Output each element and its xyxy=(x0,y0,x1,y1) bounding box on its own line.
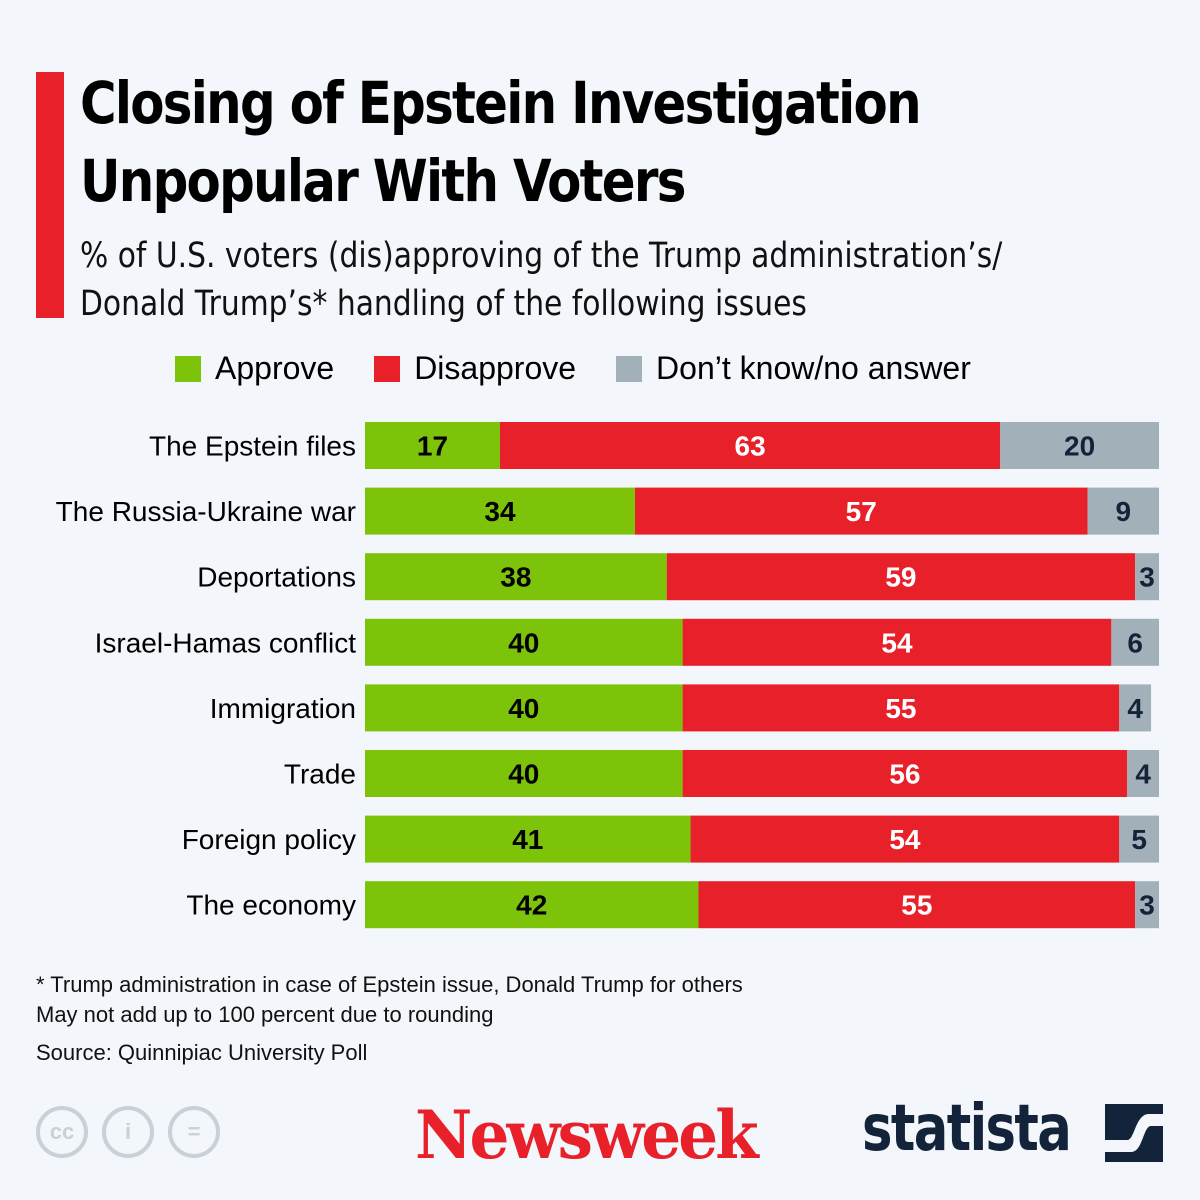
bar-approve xyxy=(365,553,667,601)
bar-dont-know xyxy=(1135,553,1159,601)
attribution-icon: i xyxy=(102,1106,154,1158)
data-label: 41 xyxy=(512,824,543,855)
data-label: 55 xyxy=(885,693,916,724)
data-label: 54 xyxy=(889,824,921,855)
legend: Approve Disapprove Don’t know/no answer xyxy=(175,350,971,387)
bar-disapprove xyxy=(698,881,1136,929)
title-accent-bar xyxy=(36,72,64,318)
bar-approve xyxy=(365,750,683,797)
data-label: 38 xyxy=(500,562,531,593)
legend-disapprove: Disapprove xyxy=(374,350,576,387)
data-label: 40 xyxy=(508,759,539,790)
category-label: Deportations xyxy=(197,562,356,593)
chart-title: Closing of Epstein Investigation Unpopul… xyxy=(80,64,922,220)
footnote-2: May not add up to 100 percent due to rou… xyxy=(36,1002,494,1027)
data-label: 40 xyxy=(508,627,539,658)
bar-dont-know xyxy=(1000,422,1159,469)
bar-approve xyxy=(365,422,500,469)
legend-approve: Approve xyxy=(175,350,334,387)
data-label: 9 xyxy=(1115,496,1131,527)
bar-disapprove xyxy=(499,422,1001,469)
data-label: 4 xyxy=(1135,759,1151,790)
bar-disapprove xyxy=(682,618,1112,666)
category-label: The economy xyxy=(186,890,356,921)
legend-swatch-dont-know xyxy=(616,355,643,382)
legend-label: Approve xyxy=(215,350,335,386)
footnotes: * Trump administration in case of Epstei… xyxy=(36,970,743,1030)
cc-icon: cc xyxy=(36,1106,88,1158)
bar-disapprove xyxy=(634,487,1088,535)
data-label: 40 xyxy=(508,693,539,724)
bar-disapprove xyxy=(682,750,1128,797)
bar-disapprove xyxy=(690,815,1120,863)
bar-approve xyxy=(365,881,699,929)
data-label: 59 xyxy=(885,562,916,593)
legend-swatch-disapprove xyxy=(374,355,401,382)
subtitle-line-2: Donald Trump’s* handling of the followin… xyxy=(80,284,807,324)
data-label: 3 xyxy=(1139,890,1155,921)
bar-approve xyxy=(365,684,683,732)
bar-dont-know xyxy=(1119,815,1159,863)
bar-approve xyxy=(365,487,635,535)
license-icons: cc i = xyxy=(36,1106,220,1158)
data-label: 42 xyxy=(516,890,547,921)
data-label: 3 xyxy=(1139,562,1155,593)
chart-subtitle: % of U.S. voters (dis)approving of the T… xyxy=(80,232,1002,328)
bar-approve xyxy=(365,618,683,666)
data-label: 55 xyxy=(901,890,932,921)
data-label: 20 xyxy=(1064,431,1095,462)
category-label: Immigration xyxy=(210,693,356,724)
statista-logo: statista xyxy=(862,1092,1072,1166)
data-label: 17 xyxy=(417,431,448,462)
data-label: 57 xyxy=(846,496,877,527)
no-derivatives-icon: = xyxy=(168,1106,220,1158)
bar-dont-know xyxy=(1087,487,1159,535)
newsweek-logo: Newsweek xyxy=(415,1096,759,1174)
data-label: 56 xyxy=(889,759,920,790)
source: Source: Quinnipiac University Poll xyxy=(36,1040,368,1065)
category-label: The Russia-Ukraine war xyxy=(56,496,356,527)
category-label: Trade xyxy=(284,759,356,790)
footnote-1: * Trump administration in case of Epstei… xyxy=(36,972,743,997)
bar-disapprove xyxy=(666,553,1136,601)
legend-dont-know: Don’t know/no answer xyxy=(616,350,971,387)
data-label: 63 xyxy=(735,431,766,462)
subtitle-line-1: % of U.S. voters (dis)approving of the T… xyxy=(80,236,1003,276)
bar-dont-know xyxy=(1135,881,1159,929)
bar-approve xyxy=(365,815,691,863)
legend-label: Disapprove xyxy=(414,350,577,386)
legend-swatch-approve xyxy=(175,355,201,382)
title-line-2: Unpopular With Voters xyxy=(80,147,686,215)
bar-disapprove xyxy=(682,684,1120,732)
category-label: The Epstein files xyxy=(149,431,356,462)
title-line-1: Closing of Epstein Investigation xyxy=(80,69,922,137)
legend-label: Don’t know/no answer xyxy=(656,350,971,386)
category-label: Foreign policy xyxy=(182,824,356,855)
bar-dont-know xyxy=(1119,684,1152,732)
data-label: 5 xyxy=(1131,824,1147,855)
data-label: 4 xyxy=(1127,693,1143,724)
bar-dont-know xyxy=(1111,618,1159,666)
bar-dont-know xyxy=(1127,750,1159,797)
category-label: Israel-Hamas conflict xyxy=(95,627,357,658)
statista-logo-icon xyxy=(1105,1104,1163,1162)
data-label: 54 xyxy=(881,627,913,658)
data-label: 34 xyxy=(484,496,516,527)
data-label: 6 xyxy=(1127,627,1143,658)
